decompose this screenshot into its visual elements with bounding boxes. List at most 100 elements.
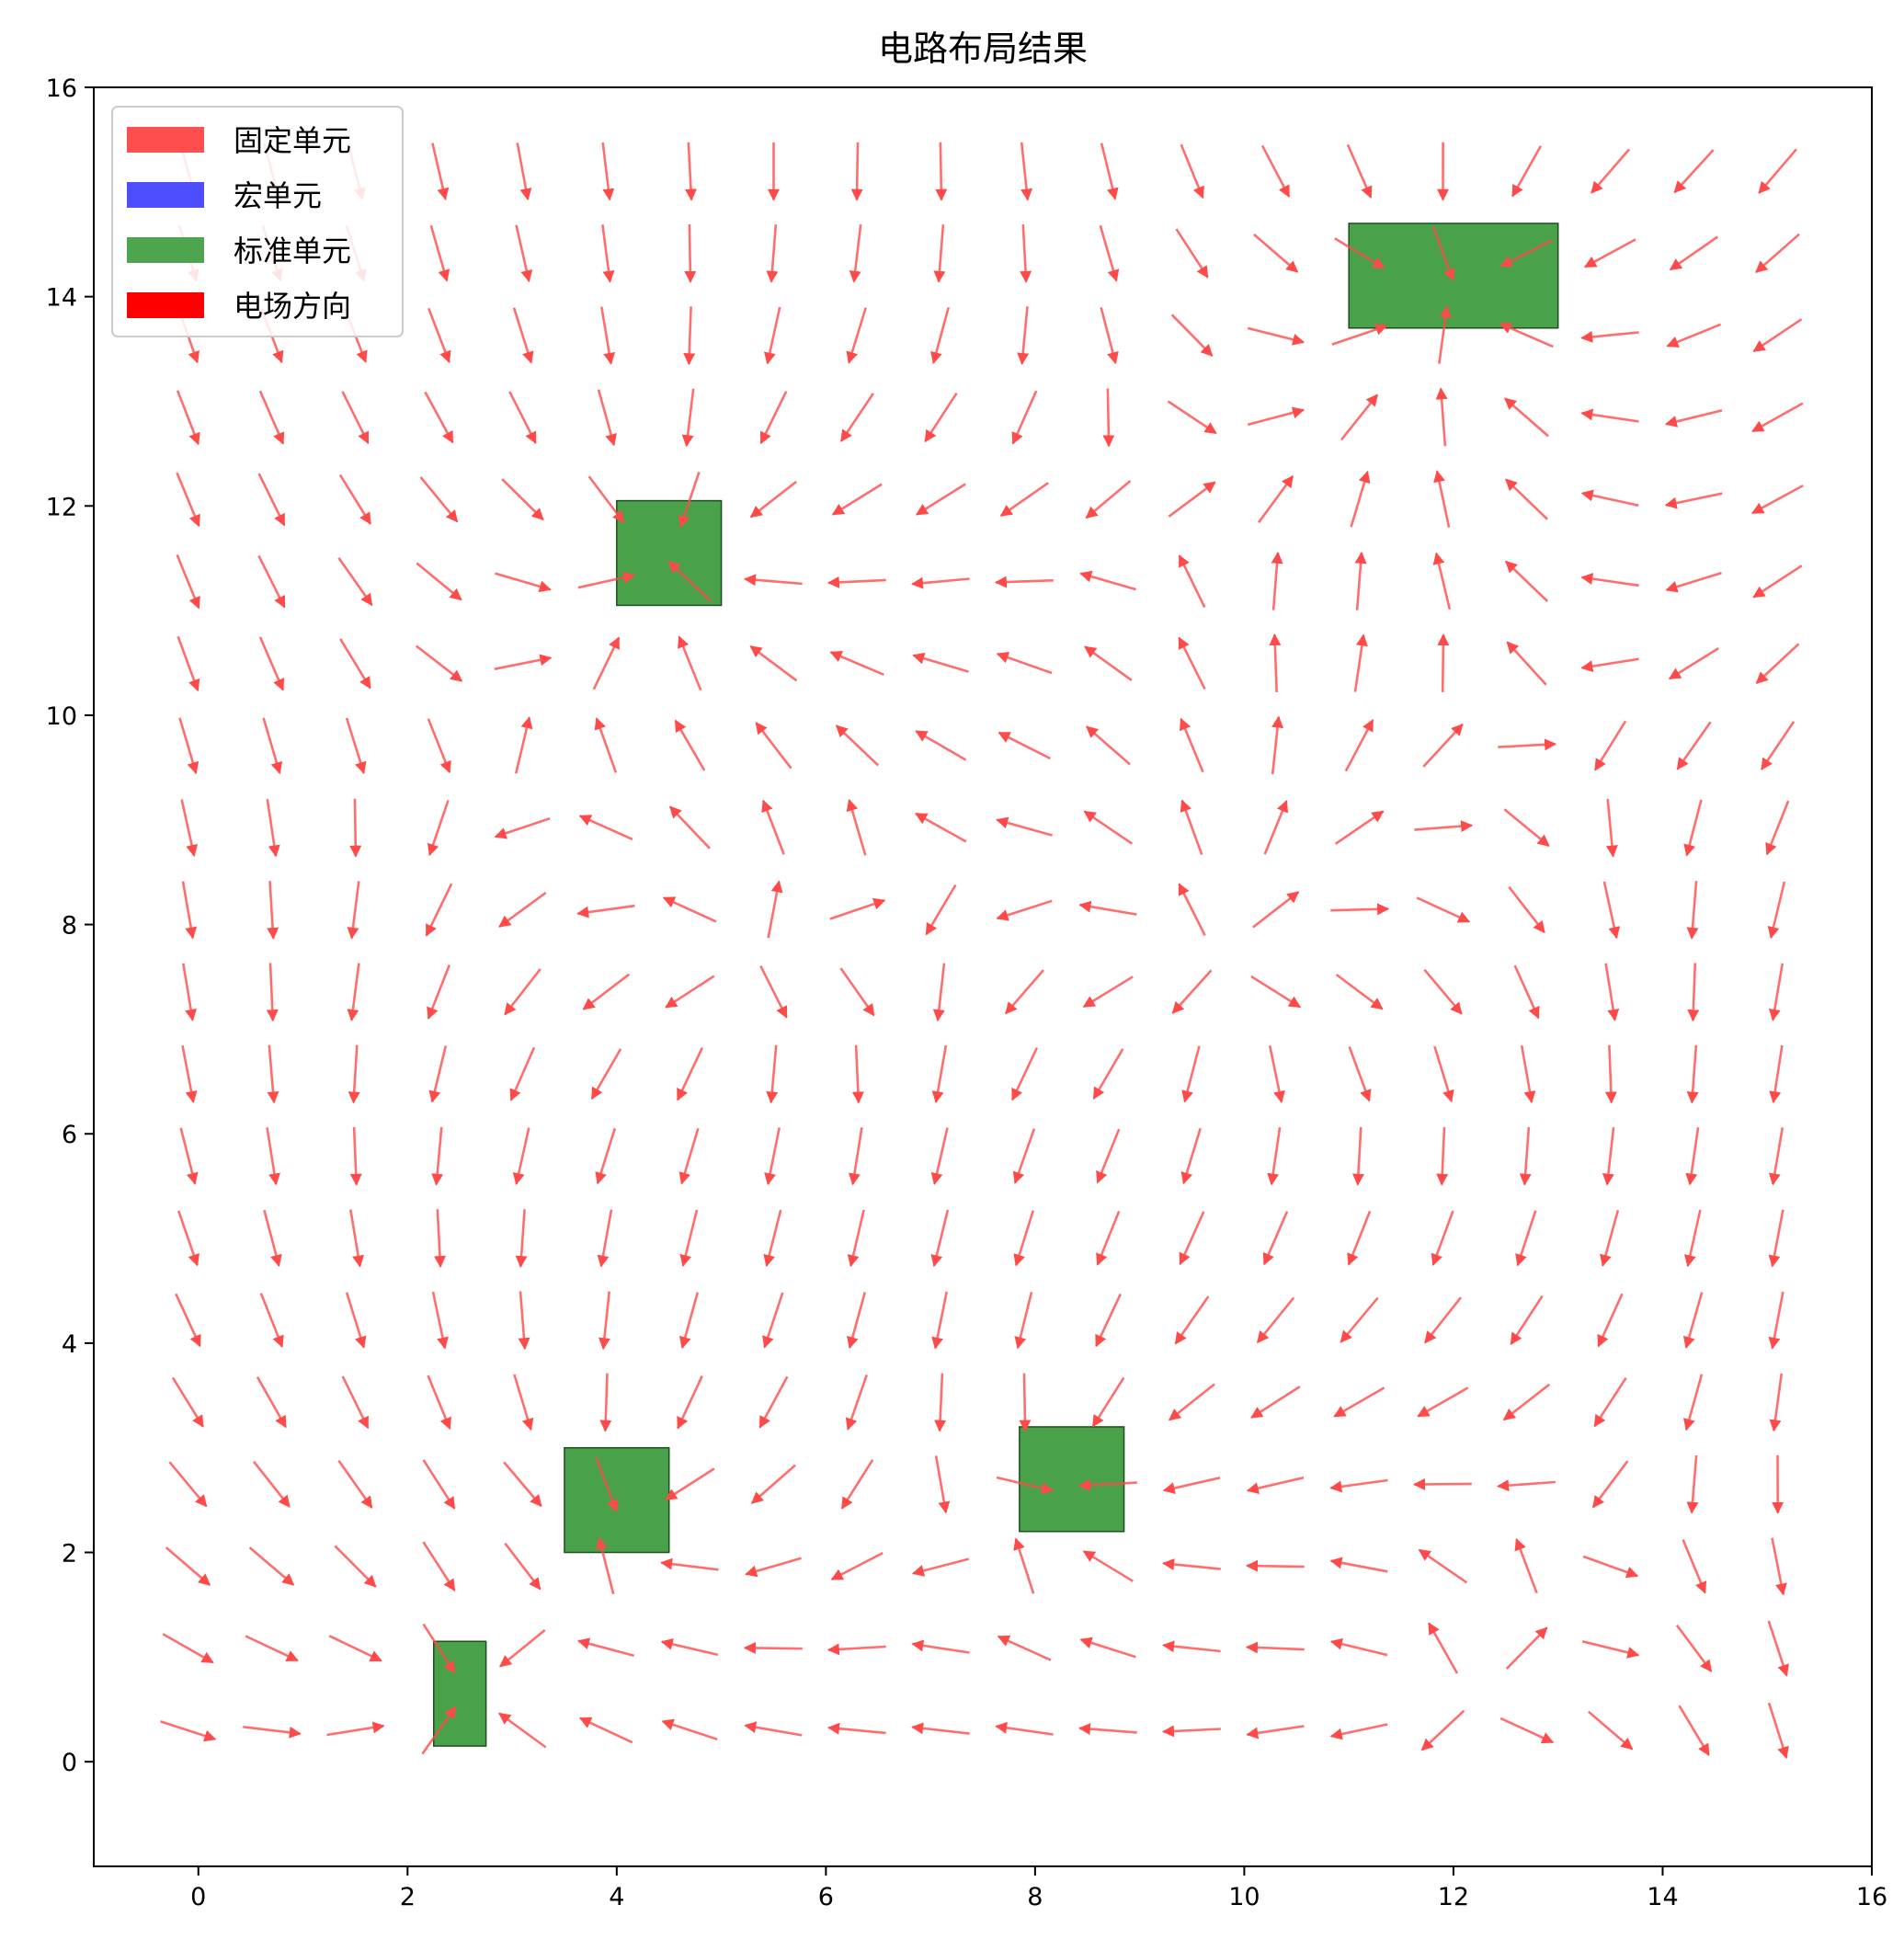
field-arrow-390 bbox=[1768, 963, 1784, 1021]
field-arrow-366 bbox=[1682, 1292, 1704, 1350]
field-arrow-122 bbox=[660, 1638, 719, 1657]
field-arrow-274 bbox=[1269, 633, 1282, 692]
field-arrow-299 bbox=[1334, 237, 1385, 269]
legend-label-1: 固定单元 bbox=[234, 123, 351, 158]
field-arrow-72 bbox=[427, 800, 450, 857]
field-arrow-69 bbox=[428, 1045, 448, 1103]
field-arrow-266 bbox=[1256, 1296, 1295, 1344]
field-arrow-389 bbox=[1769, 1044, 1784, 1104]
field-arrow-288 bbox=[1351, 1126, 1364, 1186]
field-arrow-247 bbox=[1179, 1211, 1205, 1266]
field-arrow-300 bbox=[1346, 143, 1373, 199]
field-arrow-181 bbox=[911, 1722, 970, 1735]
field-arrow-76 bbox=[419, 476, 459, 523]
field-arrow-30 bbox=[266, 963, 279, 1022]
field-arrow-188 bbox=[930, 1127, 949, 1185]
field-arrow-377 bbox=[1664, 409, 1723, 428]
field-arrow-346 bbox=[1597, 1293, 1624, 1348]
legend-swatch-1 bbox=[127, 127, 204, 153]
plot-frame bbox=[93, 86, 1873, 1867]
field-arrow-241 bbox=[1162, 1725, 1221, 1738]
field-arrow-179 bbox=[849, 224, 862, 283]
field-arrow-75 bbox=[416, 562, 462, 601]
field-arrow-185 bbox=[934, 1373, 947, 1432]
field-arrow-173 bbox=[835, 724, 880, 767]
field-arrow-82 bbox=[499, 1628, 546, 1668]
field-arrow-359 bbox=[1583, 238, 1636, 268]
field-arrow-29 bbox=[267, 1044, 279, 1104]
field-arrow-295 bbox=[1354, 551, 1367, 610]
field-arrow-89 bbox=[509, 1046, 536, 1101]
field-arrow-199 bbox=[933, 223, 946, 283]
field-arrow-386 bbox=[1768, 1291, 1784, 1350]
field-arrow-382 bbox=[1767, 1620, 1789, 1677]
field-arrow-291 bbox=[1330, 903, 1390, 916]
field-arrow-92 bbox=[494, 816, 551, 839]
field-arrow-324 bbox=[1497, 1479, 1556, 1492]
field-arrow-68 bbox=[431, 1126, 444, 1186]
field-arrow-352 bbox=[1605, 798, 1618, 858]
field-arrow-3 bbox=[165, 1546, 211, 1586]
field-arrow-243 bbox=[1162, 1558, 1221, 1571]
field-arrow-381 bbox=[1767, 1702, 1789, 1760]
field-arrow-308 bbox=[1436, 1126, 1449, 1186]
field-arrow-146 bbox=[762, 1292, 784, 1349]
field-arrow-343 bbox=[1582, 1555, 1639, 1579]
field-arrow-150 bbox=[759, 965, 788, 1019]
field-arrow-162 bbox=[827, 1643, 886, 1656]
field-arrow-234 bbox=[1084, 645, 1133, 681]
field-arrow-342 bbox=[1581, 1640, 1640, 1659]
field-arrow-170 bbox=[839, 967, 875, 1017]
field-arrow-205 bbox=[1019, 1373, 1032, 1432]
field-arrow-23 bbox=[248, 1546, 295, 1586]
field-arrow-371 bbox=[1686, 881, 1699, 940]
legend-swatch-3 bbox=[127, 237, 204, 263]
field-arrow-223 bbox=[1082, 1550, 1134, 1582]
standard-cell-1 bbox=[1348, 222, 1559, 329]
field-arrow-158 bbox=[763, 306, 781, 365]
field-arrow-375 bbox=[1665, 571, 1722, 593]
field-arrow-376 bbox=[1664, 492, 1723, 509]
field-arrow-147 bbox=[763, 1209, 782, 1268]
field-arrow-312 bbox=[1414, 820, 1474, 833]
field-arrow-339 bbox=[1499, 238, 1553, 268]
field-arrow-222 bbox=[1079, 1637, 1136, 1659]
field-arrow-144 bbox=[750, 1464, 796, 1504]
field-arrow-195 bbox=[911, 576, 970, 589]
field-arrow-250 bbox=[1171, 969, 1213, 1014]
field-arrow-378 bbox=[1666, 323, 1722, 348]
field-arrow-242 bbox=[1162, 1640, 1221, 1653]
field-arrow-177 bbox=[839, 393, 874, 442]
field-arrow-212 bbox=[996, 816, 1053, 837]
field-arrow-189 bbox=[931, 1044, 948, 1104]
field-arrow-48 bbox=[349, 1126, 362, 1186]
chart-title: 电路布局结果 bbox=[878, 29, 1088, 69]
field-arrow-361 bbox=[1678, 1705, 1710, 1757]
field-arrow-44 bbox=[337, 1459, 373, 1509]
field-arrow-161 bbox=[827, 1722, 886, 1735]
field-arrow-102 bbox=[576, 1637, 635, 1658]
field-arrow-385 bbox=[1769, 1373, 1784, 1432]
field-arrow-249 bbox=[1181, 1045, 1201, 1103]
field-arrow-140 bbox=[684, 142, 697, 201]
field-arrow-175 bbox=[827, 576, 886, 588]
field-arrow-43 bbox=[334, 1545, 377, 1588]
field-arrow-345 bbox=[1593, 1376, 1627, 1428]
field-arrow-182 bbox=[911, 1639, 970, 1654]
field-arrow-364 bbox=[1686, 1454, 1699, 1514]
field-arrow-194 bbox=[912, 652, 969, 673]
field-arrow-239 bbox=[1099, 224, 1120, 282]
y-tick-label-14: 14 bbox=[46, 284, 77, 313]
field-arrow-21 bbox=[243, 1726, 302, 1739]
field-arrow-6 bbox=[175, 1293, 201, 1348]
field-arrow-334 bbox=[1506, 641, 1547, 686]
standard-cell-3 bbox=[564, 1446, 670, 1554]
field-arrow-298 bbox=[1331, 324, 1388, 346]
field-arrow-41 bbox=[326, 1721, 385, 1737]
field-arrow-287 bbox=[1347, 1210, 1372, 1266]
field-arrow-134 bbox=[678, 635, 702, 691]
field-arrow-347 bbox=[1600, 1209, 1620, 1267]
field-arrow-393 bbox=[1761, 721, 1796, 770]
legend-label-4: 电场方向 bbox=[234, 289, 351, 324]
field-arrow-332 bbox=[1503, 808, 1550, 848]
